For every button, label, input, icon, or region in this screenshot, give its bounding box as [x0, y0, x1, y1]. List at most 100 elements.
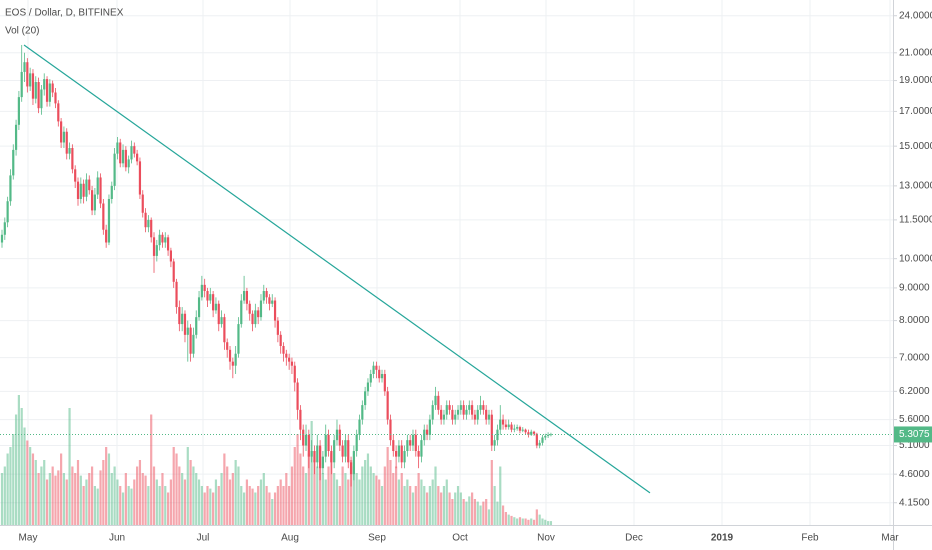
- volume-bar: [248, 486, 251, 525]
- volume-bar: [392, 473, 395, 525]
- candle-body: [17, 97, 20, 125]
- volume-bar: [186, 447, 189, 525]
- candle-body: [304, 434, 308, 446]
- volume-bar: [45, 479, 49, 525]
- candle-body: [521, 429, 524, 431]
- x-tick-label: Mar: [881, 533, 899, 544]
- candle-body: [113, 153, 116, 186]
- candle-body: [372, 365, 375, 374]
- volume-bar: [434, 466, 437, 525]
- candle-body: [107, 198, 111, 243]
- candle-body: [471, 405, 474, 415]
- y-tick-label: 4.1500: [899, 497, 930, 508]
- volume-bar: [369, 466, 372, 525]
- volume-bar: [150, 414, 153, 525]
- candle-body: [389, 419, 392, 441]
- candle-body: [485, 409, 488, 420]
- volume-bar: [102, 460, 105, 525]
- volume-bar: [411, 492, 415, 525]
- volume-bar: [313, 460, 316, 525]
- chart-title: EOS / Dollar, D, BITFINEX: [5, 8, 124, 19]
- volume-bar: [476, 501, 479, 525]
- volume-bar: [161, 473, 164, 525]
- volume-bar: [234, 460, 237, 525]
- y-tick-label: 11.5000: [899, 215, 932, 226]
- volume-bar: [37, 473, 40, 525]
- volume-bar: [169, 479, 172, 525]
- volume-bar: [62, 473, 66, 525]
- candle-body: [259, 300, 263, 318]
- volume-bar: [499, 466, 502, 525]
- y-tick-label: 15.0000: [899, 141, 932, 152]
- volume-bar: [428, 486, 431, 525]
- volume-bar: [344, 473, 347, 525]
- candle-body: [442, 414, 446, 420]
- volume-bar: [485, 499, 488, 525]
- volume-bar: [383, 466, 386, 525]
- volume-bar: [417, 473, 420, 525]
- candle-body: [51, 83, 54, 93]
- volume-bar: [403, 486, 406, 525]
- volume-bar: [273, 492, 277, 525]
- candle-body: [189, 327, 192, 354]
- candle-body: [54, 92, 57, 104]
- volume-bar: [9, 447, 12, 525]
- volume-bar: [29, 447, 32, 525]
- volume-bar: [138, 460, 142, 525]
- candle-body: [285, 353, 288, 358]
- volume-bar: [3, 466, 6, 525]
- volume-bar: [12, 434, 15, 525]
- candle-body: [501, 419, 505, 425]
- candle-body: [538, 442, 541, 446]
- volume-bar: [496, 501, 499, 525]
- candle-body: [476, 409, 479, 420]
- volume-bar: [276, 486, 279, 525]
- candle-body: [423, 429, 426, 441]
- candle-body: [411, 434, 415, 446]
- x-tick-label: Feb: [801, 533, 819, 544]
- candle-body: [487, 414, 491, 420]
- volume-bar: [473, 499, 477, 525]
- candle-body: [392, 440, 395, 452]
- volume-bar: [304, 473, 308, 525]
- candle-body: [226, 342, 229, 350]
- volume-bar: [535, 509, 538, 525]
- candle-body: [102, 203, 105, 230]
- volume-bar: [14, 414, 18, 525]
- candle-body: [6, 201, 9, 223]
- candle-body: [459, 405, 462, 410]
- volume-bar: [479, 505, 482, 525]
- candle-body: [119, 142, 122, 164]
- volume-bar: [338, 486, 341, 525]
- volume-bar: [214, 479, 218, 525]
- candle-body: [316, 445, 319, 463]
- volume-bar: [116, 479, 119, 525]
- x-tick-label: Sep: [368, 533, 386, 544]
- candle-body: [68, 148, 71, 154]
- candle-body: [434, 395, 437, 406]
- candle-body: [268, 297, 271, 304]
- candle-body: [527, 432, 530, 435]
- volume-bar: [79, 475, 82, 525]
- candle-body: [369, 373, 372, 383]
- volume-bar: [378, 479, 381, 525]
- candle-body: [257, 310, 260, 318]
- volume-bar: [454, 492, 457, 525]
- volume-bar: [406, 479, 409, 525]
- candle-body: [197, 297, 201, 318]
- volume-bar: [400, 473, 403, 525]
- candle-body: [417, 451, 420, 457]
- volume-bar: [68, 408, 71, 525]
- volume-bar: [245, 479, 249, 525]
- candle-body: [88, 179, 91, 191]
- volume-bar: [85, 479, 88, 525]
- grid: [0, 0, 893, 525]
- volume-bar: [524, 518, 527, 525]
- volume-bar: [209, 488, 212, 525]
- y-tick-label: 8.0000: [899, 315, 930, 326]
- volume-bar: [240, 486, 243, 525]
- candle-body: [493, 440, 496, 446]
- candle-body: [178, 307, 181, 325]
- candle-body: [144, 212, 147, 228]
- volume-bar: [349, 460, 353, 525]
